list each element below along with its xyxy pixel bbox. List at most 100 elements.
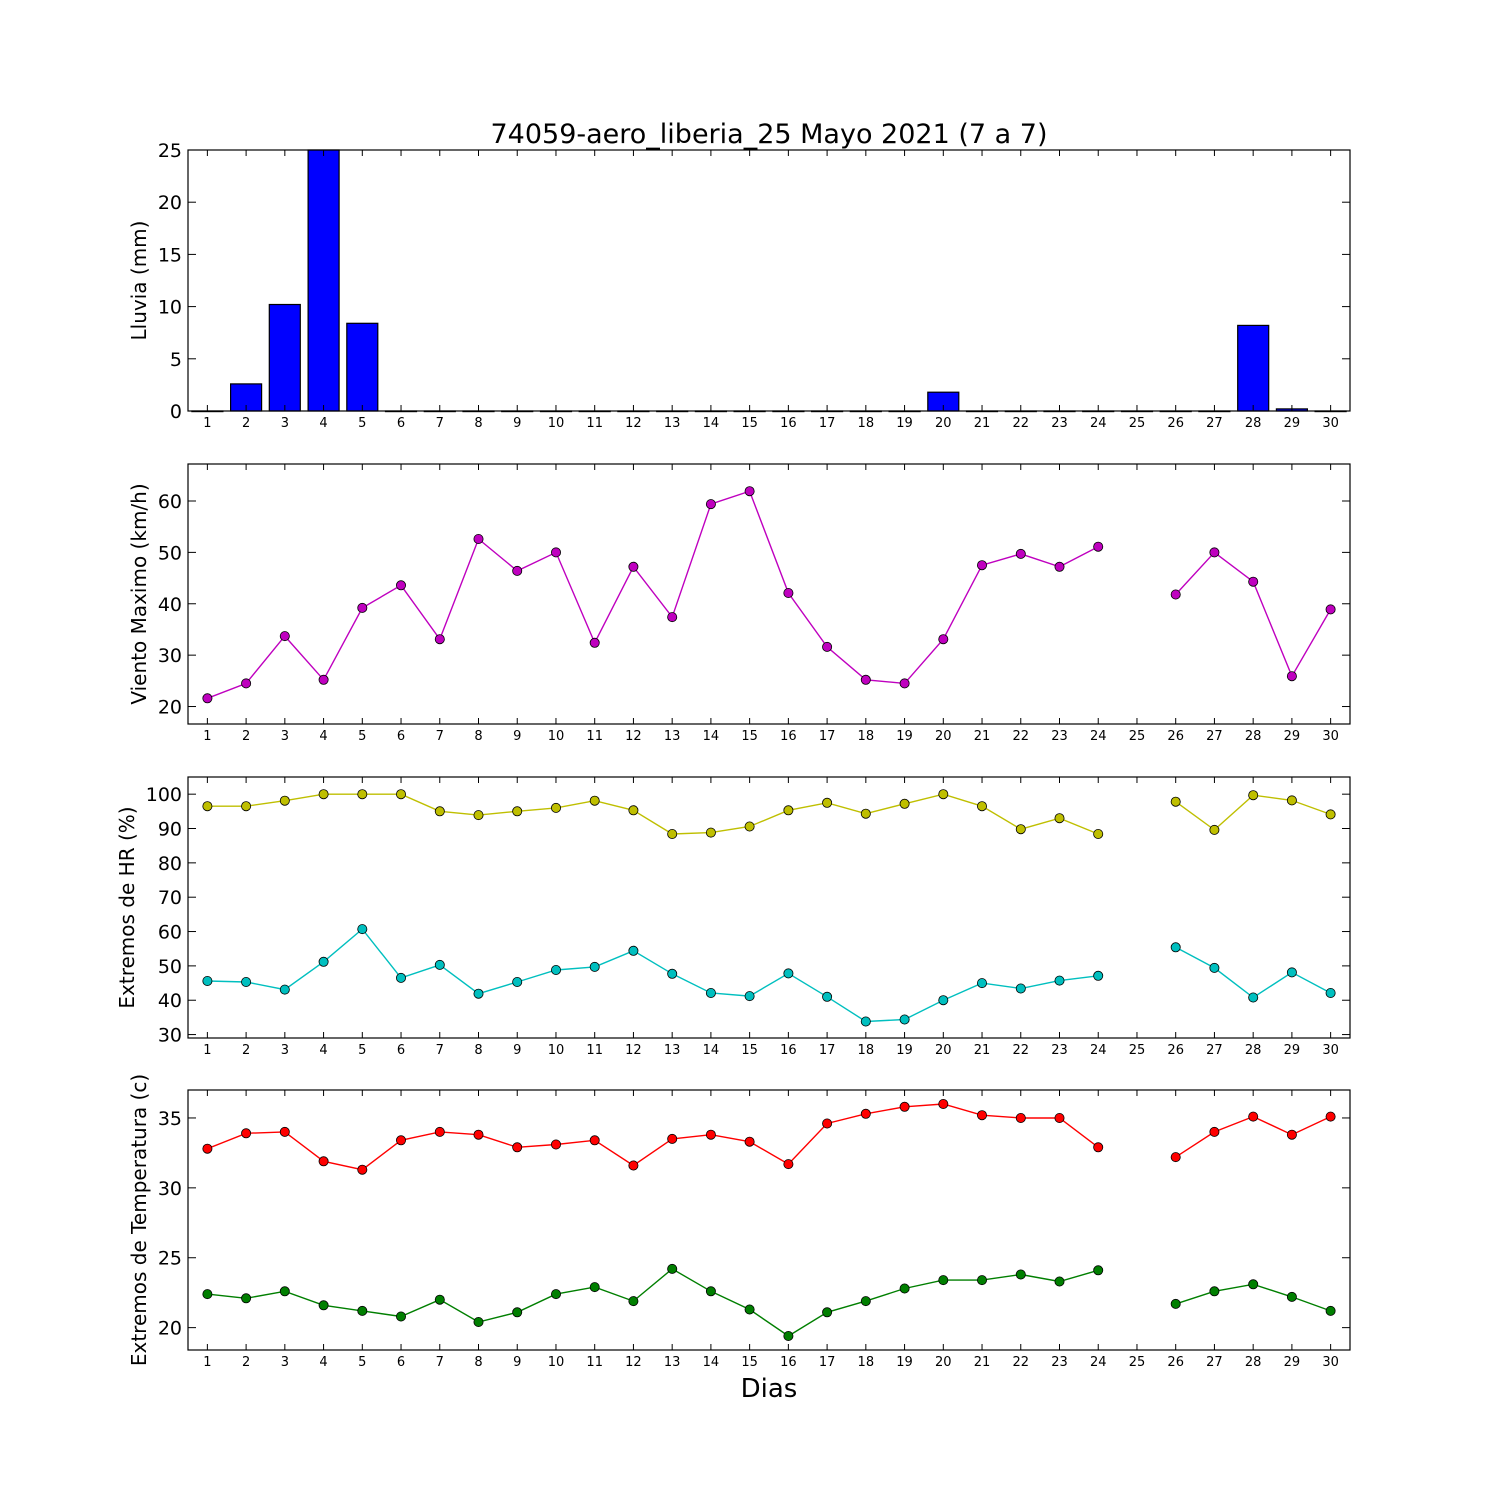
x-tick-label: 27 [1206,416,1223,431]
y-tick-label: 30 [158,645,182,667]
x-tick-label: 17 [819,416,836,431]
x-tick-label: 20 [935,416,952,431]
y-axis-label-2: Viento Maximo (km/h) [127,483,151,704]
x-tick-label: 29 [1284,1043,1301,1058]
y-tick-label: 90 [158,819,182,841]
wind-max-point-day-21 [977,560,988,571]
x-tick-label: 8 [474,729,482,744]
hr-max-point-day-6 [395,789,406,800]
x-tick-label: 3 [281,416,289,431]
x-tick-label: 21 [974,1043,991,1058]
x-tick-label: 21 [974,1355,991,1370]
x-tick-label: 28 [1245,416,1262,431]
x-tick-label: 20 [935,1355,952,1370]
y-tick-label: 10 [158,297,182,319]
wind-max-point-day-10 [551,547,562,558]
temp-max-point-day-29 [1286,1129,1297,1140]
temp-max-point-day-17 [822,1118,833,1129]
x-tick-label: 14 [703,1355,720,1370]
x-tick-label: 11 [586,729,603,744]
temp-max-point-day-10 [551,1139,562,1150]
wind-max-point-day-1 [202,693,213,704]
temp-max-point-day-5 [357,1164,368,1175]
hr-min-point-day-4 [318,956,329,967]
temp-max-point-day-16 [783,1159,794,1170]
x-tick-label: 11 [586,416,603,431]
hr-min-point-day-3 [279,984,290,995]
chart-title: 74059-aero_liberia_25 Mayo 2021 (7 a 7) [490,119,1047,150]
hr-max-line-1 [207,793,1099,835]
x-axis-label: Dias [741,1374,798,1404]
hr-max-point-day-5 [357,789,368,800]
hr-max-point-day-17 [822,797,833,808]
hr-min-point-day-27 [1209,962,1220,973]
temp-min-point-day-29 [1286,1291,1297,1302]
temp-max-point-day-6 [395,1135,406,1146]
x-tick-label: 10 [548,1043,565,1058]
temp-min-point-day-16 [783,1331,794,1342]
x-tick-label: 8 [474,1355,482,1370]
hr-max-point-day-1 [202,801,213,812]
temp-min-point-day-24 [1093,1265,1104,1276]
axes-frame-2 [187,463,1351,725]
x-tick-label: 26 [1167,729,1184,744]
temp-min-point-day-19 [899,1283,910,1294]
x-tick-label: 6 [397,1355,405,1370]
x-tick-label: 1 [203,416,211,431]
temp-min-point-day-17 [822,1307,833,1318]
x-tick-label: 13 [664,729,681,744]
axes-frame-3 [187,776,1351,1039]
wind-max-point-day-28 [1248,576,1259,587]
bar-day-2 [230,383,263,412]
hr-min-point-day-23 [1054,975,1065,986]
x-tick-label: 7 [436,1043,444,1058]
wind-max-point-day-15 [744,486,755,497]
hr-max-point-day-11 [589,795,600,806]
x-tick-label: 29 [1284,1355,1301,1370]
x-tick-label: 3 [281,729,289,744]
x-tick-label: 2 [242,416,250,431]
temp-min-point-day-4 [318,1300,329,1311]
panel-4: 1 2 3 4 5 6 7 8 9 10 11 12 13 14 15 16 17 18 19 20 21 22 23 24 2… [127,1074,1351,1370]
x-tick-label: 16 [780,1043,797,1058]
x-tick-label: 23 [1051,1043,1068,1058]
x-tick-label: 5 [358,1355,366,1370]
temp-min-point-day-5 [357,1305,368,1316]
x-tick-label: 12 [625,1355,642,1370]
y-tick-label: 80 [158,853,182,875]
temp-min-point-day-26 [1170,1298,1181,1309]
temp-min-point-day-30 [1325,1305,1336,1316]
y-tick-label: 100 [146,784,182,806]
x-tick-label: 30 [1322,1043,1339,1058]
wind-max-line-1 [207,490,1099,699]
temp-max-line-2 [1175,1115,1331,1158]
hr-max-point-day-21 [977,801,988,812]
temp-min-point-day-15 [744,1304,755,1315]
x-tick-label: 4 [319,1355,327,1370]
temp-max-point-day-27 [1209,1126,1220,1137]
x-tick-label: 30 [1322,729,1339,744]
bar-day-3 [268,303,301,412]
hr-min-line-2 [1175,946,1331,999]
hr-min-point-day-17 [822,991,833,1002]
hr-max-point-day-13 [667,829,678,840]
wind-max-point-day-11 [589,637,600,648]
x-tick-label: 18 [858,1355,875,1370]
x-tick-label: 22 [1012,416,1029,431]
temp-min-point-day-8 [473,1317,484,1328]
x-tick-label: 15 [741,1043,758,1058]
x-tick-label: 16 [780,416,797,431]
hr-min-point-day-8 [473,988,484,999]
temp-max-point-day-24 [1093,1142,1104,1153]
y-tick-label: 20 [158,1318,182,1340]
hr-min-point-day-30 [1325,988,1336,999]
temp-max-point-day-26 [1170,1152,1181,1163]
hr-min-point-day-28 [1248,992,1259,1003]
x-tick-label: 1 [203,729,211,744]
wind-max-point-day-23 [1054,561,1065,572]
wind-max-point-day-5 [357,602,368,613]
hr-max-point-day-12 [628,805,639,816]
wind-max-point-day-20 [938,634,949,645]
x-tick-label: 19 [896,1043,913,1058]
x-tick-label: 14 [703,416,720,431]
